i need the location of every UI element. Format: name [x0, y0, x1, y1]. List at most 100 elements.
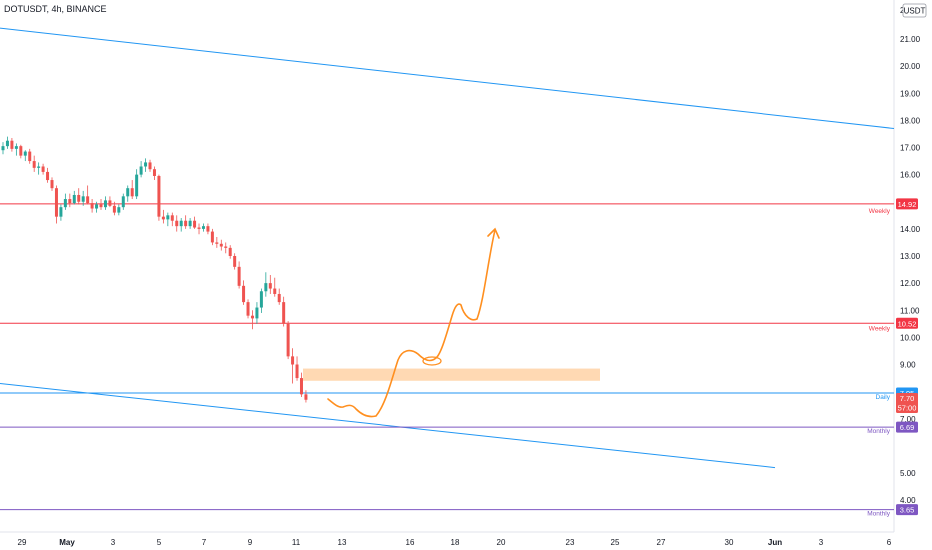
candle-body	[14, 146, 18, 149]
price-tick-label: 10.00	[900, 333, 921, 342]
currency-label: USDT	[904, 7, 926, 16]
time-tick-label: 30	[725, 538, 734, 547]
candle-body	[237, 266, 241, 286]
time-tick-label: Jun	[768, 538, 782, 547]
candle-body	[81, 196, 85, 202]
demand-zone[interactable]	[303, 368, 600, 381]
candle-body	[103, 200, 107, 208]
top-axis-value: 2	[900, 6, 905, 15]
symbol-title[interactable]: DOTUSDT, 4h, BINANCE	[4, 4, 107, 14]
price-tick-label: 18.00	[900, 116, 921, 125]
candle-body	[117, 207, 121, 213]
candle-body	[23, 151, 27, 156]
level-badge	[896, 198, 918, 210]
level-badge-value: 3.65	[900, 506, 915, 515]
candle-body	[193, 220, 197, 228]
candle-body	[264, 283, 268, 292]
currency-badge[interactable]: USDT	[902, 3, 927, 18]
arrow-head-icon	[487, 227, 500, 239]
candle-body	[201, 226, 205, 229]
projection-path[interactable]	[327, 229, 496, 418]
time-tick-label: 18	[451, 538, 460, 547]
candle-body	[10, 140, 14, 149]
candle-body	[148, 162, 152, 170]
candle-body	[99, 204, 103, 208]
projection-loop[interactable]	[422, 356, 442, 366]
candle-body	[41, 166, 45, 172]
time-tick-label: 20	[497, 538, 506, 547]
level-badge-value: 6.69	[900, 423, 915, 432]
price-tick-label: 9.00	[900, 361, 916, 370]
level-badge-value: 14.92	[898, 200, 917, 209]
level-badge-value: 10.52	[898, 319, 917, 328]
price-tick-label: 17.00	[900, 144, 921, 153]
level-name-monthly: Monthly	[867, 511, 891, 518]
candle-body	[121, 196, 125, 208]
level-badge	[896, 504, 918, 516]
candle-body	[108, 200, 112, 206]
candle-body	[139, 166, 143, 175]
candle-body	[210, 231, 214, 243]
price-tick-label: 7.00	[900, 415, 916, 424]
time-tick-label: 9	[248, 538, 253, 547]
level-name-weekly: Weekly	[869, 325, 891, 332]
time-tick-label: 3	[111, 538, 116, 547]
candle-body	[50, 180, 54, 189]
candle-body	[130, 188, 134, 197]
candle-body	[286, 323, 290, 357]
level-badge	[896, 421, 918, 433]
candle-body	[175, 220, 179, 227]
bar-countdown: 57:00	[898, 404, 917, 413]
candle-body	[37, 166, 41, 168]
candle-body	[86, 196, 90, 204]
level-name-daily: Daily	[876, 394, 891, 401]
time-tick-label: 3	[819, 538, 824, 547]
price-tick-label: 4.00	[900, 496, 916, 505]
price-tick-label: 21.00	[900, 35, 921, 44]
candle-body	[19, 146, 23, 156]
price-levels: Weekly14.92Weekly10.52Daily7.95Monthly6.…	[0, 198, 918, 518]
candle-body	[166, 215, 170, 220]
candle-body	[72, 194, 76, 204]
candle-body	[54, 188, 58, 217]
candle-body	[188, 220, 192, 227]
time-tick-label: 6	[887, 538, 892, 547]
candle-body	[282, 302, 286, 324]
candle-body	[228, 247, 232, 256]
candle-body	[144, 162, 148, 167]
time-axis[interactable]: 29 May 3 5 7 9 11 13 16 18 20 23 25 27 30 Jun 3 6	[18, 538, 892, 547]
candle-body	[219, 243, 223, 247]
candle-body	[59, 207, 63, 217]
time-tick-label: 13	[338, 538, 347, 547]
candle-body	[206, 226, 210, 232]
candle-body	[255, 307, 259, 319]
price-tick-label: 20.00	[900, 62, 921, 71]
candle-body	[135, 174, 139, 197]
candle-body	[215, 242, 219, 244]
last-price-badge: 7.70 57:00	[896, 393, 918, 413]
time-tick-label: 16	[406, 538, 415, 547]
time-tick-label: 27	[657, 538, 666, 547]
candle-body	[170, 215, 174, 221]
candle-body	[242, 285, 246, 303]
price-tick-label: 12.00	[900, 279, 921, 288]
level-name-weekly: Weekly	[869, 208, 891, 215]
candle-body	[179, 220, 183, 227]
candle-body	[32, 161, 36, 168]
time-tick-label: 29	[18, 538, 27, 547]
lower-trendline[interactable]	[0, 382, 776, 469]
candle-body	[5, 140, 9, 147]
upper-trendline[interactable]	[0, 27, 895, 130]
candle-body	[299, 378, 303, 395]
price-tick-label: 19.00	[900, 89, 921, 98]
candle-body	[63, 199, 67, 208]
candle-body	[152, 169, 156, 176]
candle-body	[157, 175, 161, 217]
candle-body	[68, 199, 72, 204]
price-tick-label: 13.00	[900, 252, 921, 261]
level-name-monthly: Monthly	[867, 428, 891, 435]
time-tick-label: 25	[611, 538, 620, 547]
candle-body	[1, 146, 5, 151]
